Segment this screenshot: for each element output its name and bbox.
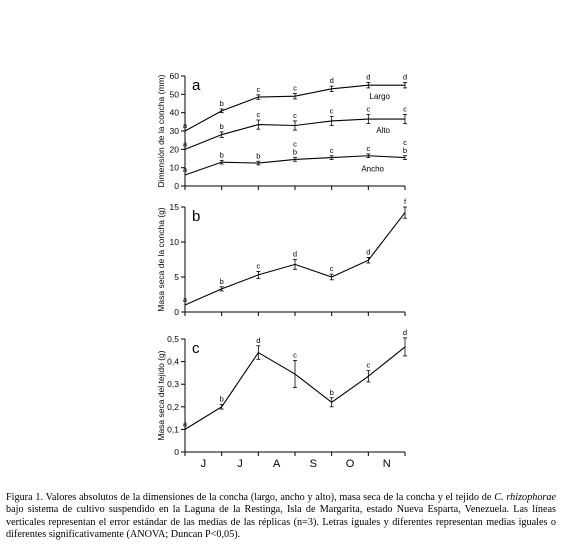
significance-letter: d <box>403 328 407 337</box>
significance-letter: b <box>256 151 260 160</box>
y-tick-label: 0,1 <box>167 424 179 434</box>
x-month-label: J <box>201 458 207 470</box>
y-tick-label: 10 <box>170 237 180 247</box>
significance-letter: c <box>366 105 370 114</box>
significance-letter: a <box>183 295 188 304</box>
y-tick-label: 0,4 <box>167 357 179 367</box>
significance-letter: b <box>220 99 224 108</box>
x-month-label: J <box>237 458 243 470</box>
significance-letter: c <box>330 106 334 115</box>
significance-letter: a <box>183 419 188 428</box>
x-month-label: A <box>273 458 281 470</box>
y-tick-label: 30 <box>170 126 180 136</box>
significance-letter: c <box>293 140 297 149</box>
y-axis-title: Dimensión de la concha (mm) <box>156 74 166 187</box>
y-tick-label: 5 <box>174 272 179 282</box>
significance-letter: d <box>366 247 370 256</box>
x-month-label: O <box>346 458 355 470</box>
panel-b: 0 5 10 15 Masa seca de la concha (g) b a b c d c d f <box>156 197 407 317</box>
significance-letter: c <box>330 264 334 273</box>
panel-label: c <box>192 340 200 357</box>
caption-suffix: bajo sistema de cultivo suspendido en la… <box>6 504 556 541</box>
caption-prefix: Figura 1. Valores absolutos de la dimens… <box>6 492 495 503</box>
y-tick-label: 0,5 <box>167 334 179 344</box>
significance-letter: d <box>403 72 407 81</box>
y-tick-label: 0 <box>174 447 179 457</box>
x-month-label: N <box>383 458 391 470</box>
significance-letter: c <box>366 144 370 153</box>
series-name-label: Largo <box>370 92 391 101</box>
significance-letter: c <box>256 261 260 270</box>
y-tick-label: 50 <box>170 89 180 99</box>
significance-letter: c <box>256 110 260 119</box>
significance-letter: c <box>403 138 407 147</box>
y-axis-title: Masa seca de la concha (g) <box>156 207 166 312</box>
significance-letter: d <box>293 250 297 259</box>
panel-a: 0 10 20 30 40 50 60 Dimensión de la concha (mm)… <box>156 71 407 191</box>
significance-letter: b <box>293 148 297 157</box>
figure-caption: Figura 1. Valores absolutos de la dimens… <box>6 492 556 542</box>
significance-letter: f <box>404 197 407 206</box>
y-tick-label: 0 <box>174 181 179 191</box>
y-tick-label: 15 <box>170 202 180 212</box>
caption-species: C. rhizophorae <box>494 492 556 503</box>
significance-letter: c <box>366 361 370 370</box>
significance-letter: a <box>183 121 188 130</box>
panel-label: b <box>192 208 200 225</box>
significance-letter: c <box>403 105 407 114</box>
significance-letter: b <box>220 122 224 131</box>
significance-letter: b <box>220 277 224 286</box>
significance-letter: b <box>403 146 407 155</box>
significance-letter: d <box>366 72 370 81</box>
significance-letter: b <box>330 388 334 397</box>
significance-letter: a <box>183 165 188 174</box>
y-axis-title: Masa seca del tejido (g) <box>156 350 166 440</box>
significance-letter: a <box>183 139 188 148</box>
significance-letter: d <box>256 336 260 345</box>
significance-letter: c <box>293 350 297 359</box>
significance-letter: c <box>330 146 334 155</box>
x-month-label: S <box>310 458 317 470</box>
y-tick-label: 20 <box>170 144 180 154</box>
series-name-label: Alto <box>376 126 390 135</box>
significance-letter: c <box>256 85 260 94</box>
y-tick-label: 0,3 <box>167 379 179 389</box>
y-tick-label: 0 <box>174 307 179 317</box>
significance-letter: d <box>330 76 334 85</box>
panel-label: a <box>192 77 201 94</box>
y-tick-label: 0,2 <box>167 402 179 412</box>
significance-letter: c <box>293 83 297 92</box>
y-tick-label: 10 <box>170 163 180 173</box>
significance-letter: b <box>220 395 224 404</box>
y-tick-label: 40 <box>170 108 180 118</box>
y-tick-label: 60 <box>170 71 180 81</box>
significance-letter: b <box>220 150 224 159</box>
series-line <box>184 212 406 306</box>
series-name-label: Ancho <box>361 165 384 174</box>
significance-letter: c <box>293 111 297 120</box>
